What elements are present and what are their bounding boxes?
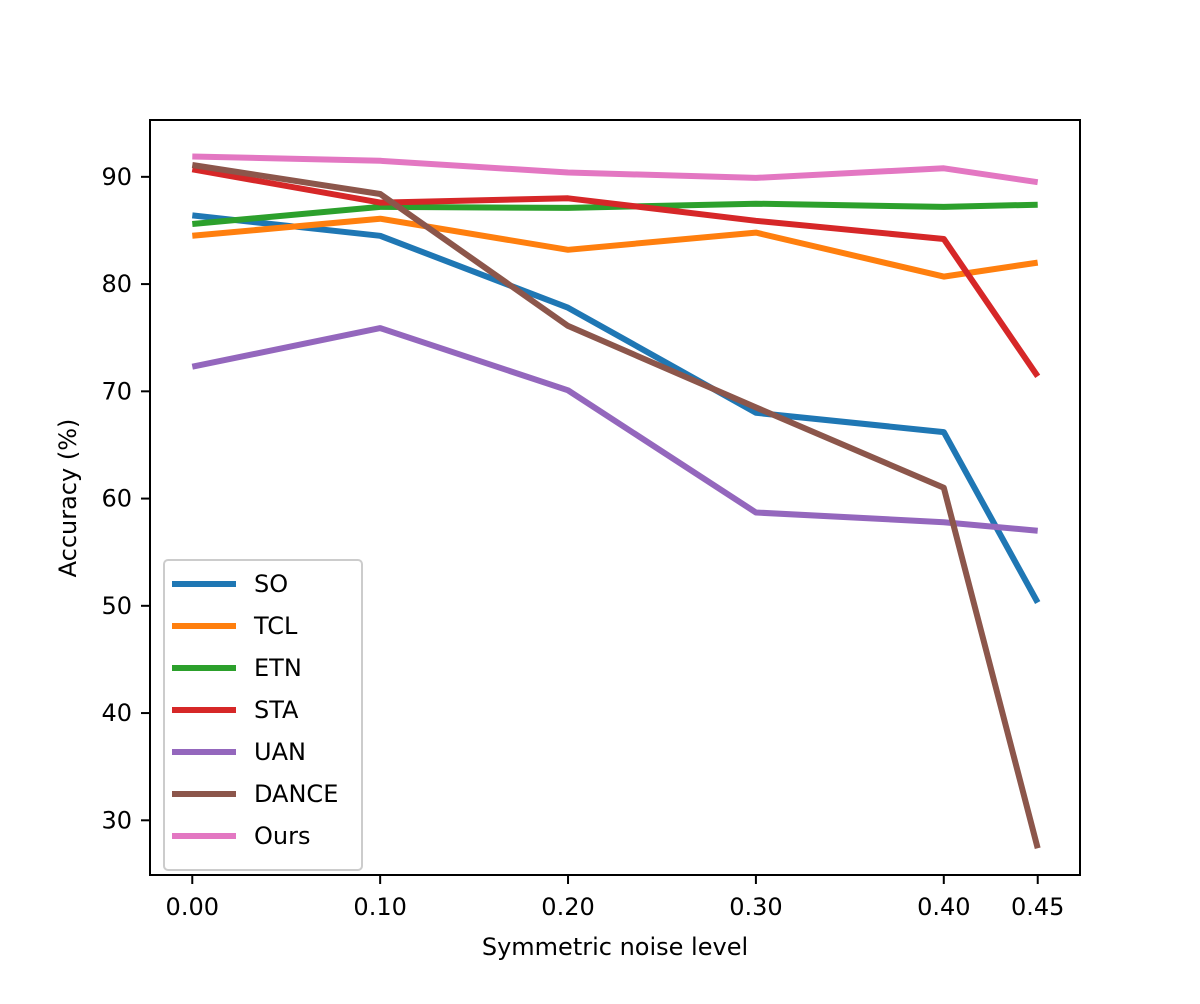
series-line-so: [191, 212, 1041, 605]
y-axis-ticks: 30 40 50 60 70 80 90: [101, 163, 150, 834]
plot-frame: [149, 119, 1081, 876]
series-layer: [191, 153, 1041, 849]
legend-label-so: SO: [254, 570, 288, 598]
x-tick-label: 0.00: [166, 893, 219, 921]
y-tick-label: 50: [101, 592, 132, 620]
legend-label-uan: UAN: [254, 738, 306, 766]
series-line-sta: [191, 166, 1041, 378]
legend: SO TCL ETN STA UAN DANCE Ours: [163, 559, 363, 871]
series-line-etn: [192, 200, 1038, 227]
series-line-tcl: [192, 215, 1039, 280]
x-tick-label: 0.45: [1011, 893, 1064, 921]
legend-label-dance: DANCE: [254, 780, 338, 808]
series-line-dance: [191, 162, 1041, 849]
x-tick-label: 0.20: [541, 893, 594, 921]
legend-label-ours: Ours: [254, 822, 310, 850]
x-axis-label: Symmetric noise level: [482, 933, 748, 961]
legend-label-tcl: TCL: [253, 612, 298, 640]
x-axis-ticks: 0.00 0.10 0.20 0.30 0.40 0.45: [166, 875, 1064, 921]
legend-label-sta: STA: [254, 696, 299, 724]
legend-label-etn: ETN: [254, 654, 302, 682]
y-tick-label: 90: [101, 163, 132, 191]
x-tick-label: 0.10: [353, 893, 406, 921]
x-tick-label: 0.40: [917, 893, 970, 921]
y-tick-label: 70: [101, 377, 132, 405]
y-axis-label: Accuracy (%): [54, 419, 82, 578]
x-tick-label: 0.30: [729, 893, 782, 921]
y-tick-label: 60: [101, 485, 132, 513]
y-tick-label: 80: [101, 270, 132, 298]
y-tick-label: 30: [101, 806, 132, 834]
series-line-uan: [191, 325, 1038, 534]
series-line-ours: [192, 153, 1039, 186]
y-tick-label: 40: [101, 699, 132, 727]
